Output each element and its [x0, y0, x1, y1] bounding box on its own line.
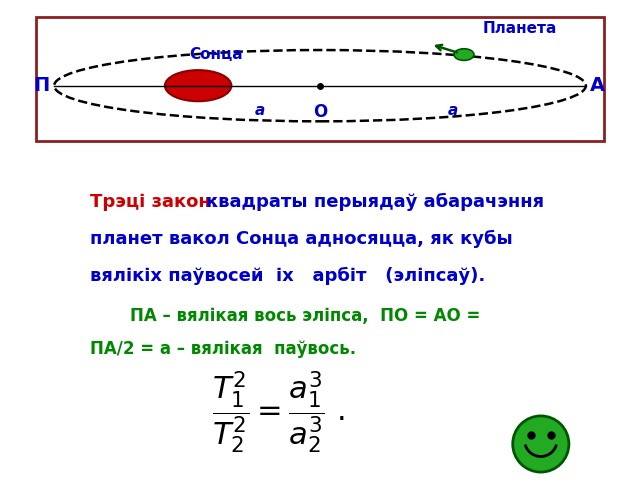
Text: А: А [590, 76, 605, 95]
Text: Сонца: Сонца [189, 48, 243, 62]
Text: планет вакол Сонца адносяцца, як кубы: планет вакол Сонца адносяцца, як кубы [90, 229, 513, 248]
Text: квадраты перыядаў абарачэння: квадраты перыядаў абарачэння [207, 192, 545, 211]
Text: а: а [448, 103, 458, 118]
Text: ПА – вялікая вось эліпса,  ПО = АО =: ПА – вялікая вось эліпса, ПО = АО = [129, 307, 480, 325]
Text: вялікіх паўвосей  іх   арбіт   (эліпсаў).: вялікіх паўвосей іх арбіт (эліпсаў). [90, 266, 485, 285]
Text: а: а [255, 103, 266, 118]
Circle shape [513, 416, 569, 472]
Text: ПА/2 = а – вялікая  паўвось.: ПА/2 = а – вялікая паўвось. [90, 340, 356, 359]
Text: Трэці закон:: Трэці закон: [90, 192, 224, 211]
Ellipse shape [454, 49, 474, 60]
Ellipse shape [165, 70, 232, 101]
Text: Планета: Планета [482, 22, 557, 36]
Text: О: О [313, 103, 327, 120]
Text: $\dfrac{T_1^2}{T_2^2} = \dfrac{a_1^3}{a_2^3}$ .: $\dfrac{T_1^2}{T_2^2} = \dfrac{a_1^3}{a_… [212, 370, 345, 456]
Text: П: П [33, 76, 50, 95]
FancyBboxPatch shape [36, 17, 604, 142]
